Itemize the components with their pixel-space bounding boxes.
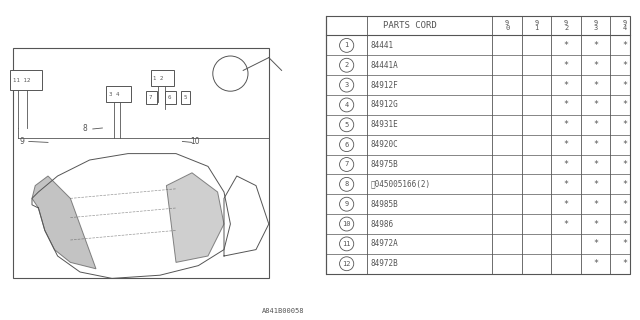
Text: *: * xyxy=(623,81,628,90)
Text: 84441: 84441 xyxy=(370,41,394,50)
Text: 84972B: 84972B xyxy=(370,259,398,268)
Text: *: * xyxy=(564,200,569,209)
Text: *: * xyxy=(593,100,598,109)
Text: *: * xyxy=(623,120,628,129)
Text: *: * xyxy=(564,220,569,228)
Text: 6: 6 xyxy=(168,95,171,100)
Circle shape xyxy=(340,157,354,172)
FancyBboxPatch shape xyxy=(151,70,174,86)
Circle shape xyxy=(340,177,354,191)
Text: 9
0: 9 0 xyxy=(505,20,509,31)
Text: *: * xyxy=(564,160,569,169)
Polygon shape xyxy=(166,173,224,262)
Text: *: * xyxy=(623,220,628,228)
Polygon shape xyxy=(32,176,96,269)
Text: *: * xyxy=(593,200,598,209)
Text: *: * xyxy=(623,140,628,149)
Text: *: * xyxy=(593,140,598,149)
Text: *: * xyxy=(623,61,628,70)
Text: 9
3: 9 3 xyxy=(593,20,598,31)
Text: 10: 10 xyxy=(190,137,200,146)
Text: 9: 9 xyxy=(20,137,25,146)
Circle shape xyxy=(212,56,248,91)
Text: 84985B: 84985B xyxy=(370,200,398,209)
Text: 84931E: 84931E xyxy=(370,120,398,129)
Text: 9
4: 9 4 xyxy=(623,20,627,31)
Text: 84912G: 84912G xyxy=(370,100,398,109)
FancyBboxPatch shape xyxy=(165,91,176,104)
Text: 5: 5 xyxy=(344,122,349,128)
Text: 84986: 84986 xyxy=(370,220,394,228)
Text: PARTS CORD: PARTS CORD xyxy=(383,21,436,30)
Text: 1  2: 1 2 xyxy=(152,76,163,81)
FancyBboxPatch shape xyxy=(180,91,191,104)
Text: *: * xyxy=(623,239,628,248)
Text: *: * xyxy=(593,239,598,248)
FancyBboxPatch shape xyxy=(106,86,131,102)
Text: Ⓜ045005166(2): Ⓜ045005166(2) xyxy=(370,180,430,189)
Text: 84975B: 84975B xyxy=(370,160,398,169)
Text: 7: 7 xyxy=(149,95,152,100)
Circle shape xyxy=(340,257,354,271)
Text: 8: 8 xyxy=(344,181,349,187)
Text: *: * xyxy=(623,41,628,50)
Text: *: * xyxy=(623,160,628,169)
Circle shape xyxy=(340,98,354,112)
Text: *: * xyxy=(564,41,569,50)
Text: *: * xyxy=(593,41,598,50)
Text: 5: 5 xyxy=(183,95,187,100)
Circle shape xyxy=(340,78,354,92)
Text: 3: 3 xyxy=(344,82,349,88)
Circle shape xyxy=(340,138,354,152)
Circle shape xyxy=(340,58,354,72)
Text: 3  4: 3 4 xyxy=(109,92,119,97)
Text: 10: 10 xyxy=(342,221,351,227)
Text: A841B00058: A841B00058 xyxy=(262,308,304,314)
Text: 11: 11 xyxy=(342,241,351,247)
Text: 4: 4 xyxy=(344,102,349,108)
Text: 12: 12 xyxy=(342,261,351,267)
Text: 84920C: 84920C xyxy=(370,140,398,149)
Text: *: * xyxy=(564,81,569,90)
Text: 7: 7 xyxy=(344,162,349,167)
Text: *: * xyxy=(593,220,598,228)
Text: 11  12: 11 12 xyxy=(13,77,30,83)
Text: *: * xyxy=(593,81,598,90)
Text: *: * xyxy=(593,61,598,70)
Circle shape xyxy=(340,217,354,231)
Circle shape xyxy=(340,197,354,211)
Text: *: * xyxy=(564,61,569,70)
Text: 84972A: 84972A xyxy=(370,239,398,248)
Text: 9
1: 9 1 xyxy=(534,20,539,31)
Text: *: * xyxy=(564,140,569,149)
Text: *: * xyxy=(593,160,598,169)
Text: 9
2: 9 2 xyxy=(564,20,568,31)
Text: *: * xyxy=(593,120,598,129)
FancyBboxPatch shape xyxy=(326,16,630,274)
Text: 84912F: 84912F xyxy=(370,81,398,90)
FancyBboxPatch shape xyxy=(10,70,42,90)
Text: *: * xyxy=(564,100,569,109)
Text: 84441A: 84441A xyxy=(370,61,398,70)
Text: *: * xyxy=(564,180,569,189)
Text: 6: 6 xyxy=(344,142,349,148)
Text: *: * xyxy=(623,180,628,189)
Text: 9: 9 xyxy=(344,201,349,207)
Circle shape xyxy=(340,237,354,251)
FancyBboxPatch shape xyxy=(146,91,157,104)
Text: 1: 1 xyxy=(344,42,349,48)
Text: 8: 8 xyxy=(83,124,87,133)
Circle shape xyxy=(340,118,354,132)
Circle shape xyxy=(340,38,354,52)
Text: *: * xyxy=(593,259,598,268)
Text: 2: 2 xyxy=(344,62,349,68)
Text: *: * xyxy=(623,100,628,109)
Text: *: * xyxy=(564,120,569,129)
FancyBboxPatch shape xyxy=(13,48,269,278)
Text: *: * xyxy=(623,259,628,268)
Text: *: * xyxy=(623,200,628,209)
Text: *: * xyxy=(593,180,598,189)
